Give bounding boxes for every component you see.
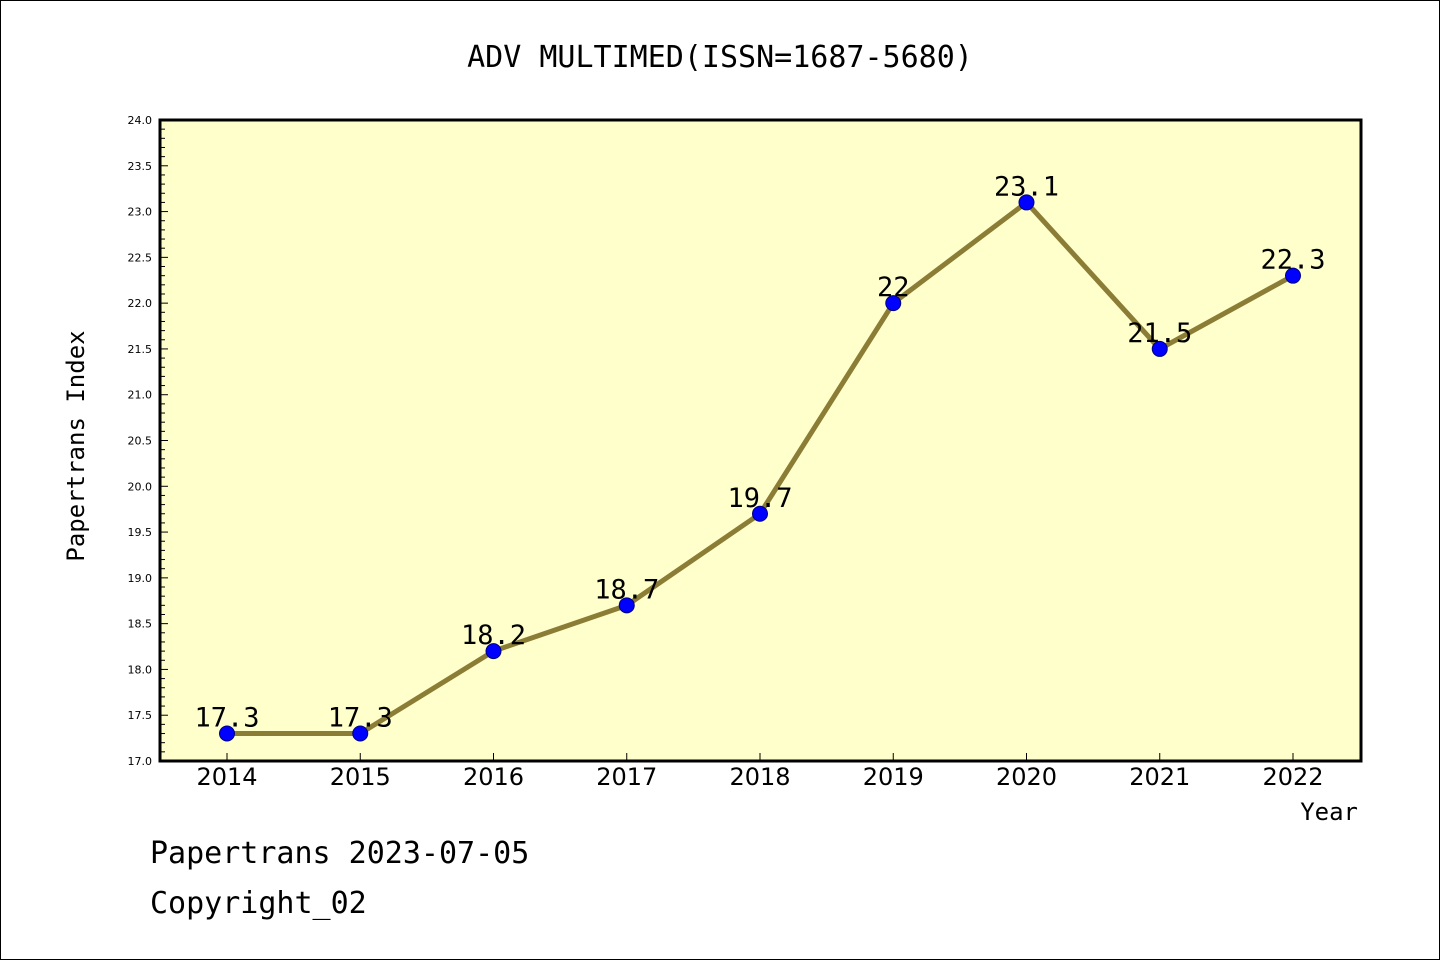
x-tick-label: 2022 [1262, 763, 1323, 791]
y-tick-label: 17.5 [128, 709, 153, 722]
x-axis-label: Year [1300, 798, 1358, 826]
x-tick-label: 2017 [596, 763, 657, 791]
y-tick-label: 19.5 [128, 526, 153, 539]
data-label: 22 [877, 272, 910, 303]
y-tick-label: 20.0 [128, 480, 153, 493]
y-axis-label: Papertrans Index [62, 330, 90, 561]
y-tick-label: 23.5 [128, 160, 153, 173]
y-tick-label: 21.0 [128, 389, 153, 402]
data-label: 17.3 [328, 703, 393, 734]
footer-date-text: Papertrans 2023-07-05 [150, 836, 530, 871]
data-label: 22.3 [1260, 245, 1325, 276]
x-tick-label: 2015 [330, 763, 391, 791]
y-tick-label: 19.0 [128, 572, 153, 585]
x-tick-label: 2020 [996, 763, 1057, 791]
chart-title: ADV MULTIMED(ISSN=1687-5680) [467, 40, 973, 75]
data-point [1285, 267, 1301, 284]
data-label: 18.7 [594, 574, 659, 605]
y-tick-label: 24.0 [128, 114, 153, 127]
x-tick-label: 2014 [196, 763, 257, 791]
data-point [1018, 194, 1035, 211]
data-label: 19.7 [727, 483, 792, 514]
y-tick-label: 18.5 [128, 618, 153, 631]
data-point [219, 725, 235, 742]
y-tick-label: 17.0 [128, 755, 153, 768]
data-point [1151, 340, 1168, 357]
data-label: 23.1 [994, 171, 1059, 202]
y-tick-label: 22.5 [128, 251, 153, 264]
data-point [485, 643, 502, 660]
data-point [618, 597, 635, 614]
x-tick-label: 2016 [463, 763, 524, 791]
y-tick-label: 22.0 [128, 297, 153, 310]
x-tick-label: 2021 [1129, 763, 1190, 791]
x-tick-label: 2019 [863, 763, 924, 791]
plot-area [160, 120, 1361, 761]
y-tick-label: 21.5 [128, 343, 153, 356]
data-point [752, 505, 768, 522]
y-tick-label: 18.0 [128, 663, 153, 676]
data-label: 21.5 [1127, 318, 1192, 349]
data-point [885, 295, 902, 312]
data-label: 18.2 [461, 620, 526, 651]
y-tick-label: 20.5 [128, 435, 153, 448]
x-tick-label: 2018 [729, 763, 790, 791]
data-label: 17.3 [194, 703, 259, 734]
plot-border [158, 118, 1363, 763]
footer-copyright-text: Copyright_02 [150, 886, 367, 921]
data-point [352, 725, 369, 742]
y-tick-label: 23.0 [128, 206, 153, 219]
